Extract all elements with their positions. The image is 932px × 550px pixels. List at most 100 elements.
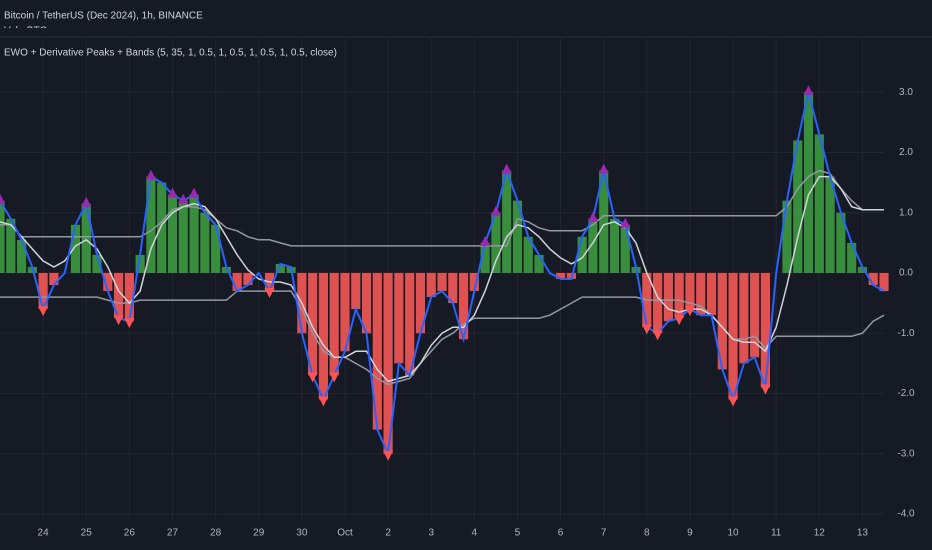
histogram-bar [609,218,620,273]
peak-marker-up [167,187,178,198]
histogram-bar [437,272,447,292]
peak-marker-down [760,384,771,395]
histogram-bar [157,182,167,273]
histogram-bar [426,272,436,298]
histogram-bar [146,176,156,273]
y-tick-label: -1.0 [897,328,915,339]
histogram-bar [38,272,48,310]
histogram-bar [663,272,673,322]
histogram-bar [308,272,318,376]
histogram-bar [124,272,134,322]
x-tick-label: 24 [38,528,50,539]
histogram-bar [803,92,814,273]
peak-marker-down [329,372,340,383]
histogram-bar [750,272,760,358]
histogram-bar [92,254,102,273]
peak-marker-down [38,306,49,317]
x-tick-label: 30 [296,528,308,539]
symbol-title: Bitcoin / TetherUS (Dec 2024), 1h, BINAN… [4,11,203,22]
histogram-bar [793,140,803,273]
peak-marker-up [480,235,491,246]
histogram-bar [739,272,749,364]
x-tick-label: 29 [253,528,265,539]
histogram-bar [243,272,253,286]
histogram-bar [588,218,598,273]
histogram-bar [329,272,339,376]
histogram-bar [685,272,695,310]
peak-marker-up [501,163,512,174]
histogram-bar [415,272,426,334]
histogram-bar [200,212,210,273]
histogram-bar [16,239,27,273]
peak-marker-up [490,205,501,216]
peak-marker-down [113,315,124,326]
y-tick-label: -4.0 [897,509,915,520]
histogram-bar [534,254,544,273]
pane-cover [0,28,932,37]
histogram-bar [728,272,738,400]
x-tick-label: 13 [857,528,869,539]
histogram-bar [383,272,393,454]
x-tick-label: Oct [337,528,353,539]
histogram-bar [361,272,372,334]
histogram-bar [814,134,824,273]
histogram-bar [135,254,145,273]
peak-marker-down [684,306,695,317]
peak-marker-up [189,187,200,198]
y-tick-label: 0.0 [899,268,913,279]
histogram-bar [448,272,458,304]
peak-marker-up [598,163,609,174]
histogram-bar [458,272,469,340]
x-tick-label: 8 [644,528,650,539]
band-line [0,290,885,386]
x-tick-label: 10 [728,528,740,539]
histogram-bar [189,194,199,273]
x-tick-label: 6 [558,528,564,539]
histogram-bar [512,200,523,273]
peak-marker-down [383,450,394,461]
histogram-bar [178,200,188,273]
histogram-bar [760,272,770,388]
histogram-bar [394,272,404,364]
histogram-bar [114,272,124,319]
histogram-bar [706,272,717,316]
histogram-bar [480,242,490,273]
histogram-bar [221,266,231,273]
histogram-bar [232,272,242,292]
x-tick-label: 27 [167,528,179,539]
histogram-bar [857,266,868,273]
peak-marker-down [307,372,318,383]
x-tick-label: 7 [601,528,607,539]
x-tick-label: 2 [385,528,391,539]
histogram-bar [351,272,361,310]
histogram-bar [879,272,889,292]
peak-marker-up [0,193,5,204]
band-line [0,169,884,247]
histogram-bar [6,218,16,273]
histogram-bar [211,224,221,273]
y-tick-label: -3.0 [897,448,915,459]
peak-marker-down [124,318,135,329]
x-tick-label: 5 [515,528,521,539]
y-tick-label: 1.0 [899,207,913,218]
histogram-bar [103,272,113,292]
y-tick-label: -2.0 [897,388,915,399]
histogram-bar [782,200,792,273]
histogram-bar [620,224,630,273]
histogram-bar [167,194,178,273]
indicator-title: EWO + Derivative Peaks + Bands (5, 35, 1… [4,48,337,59]
y-tick-label: 3.0 [899,87,913,98]
histogram-bar [577,236,587,273]
histogram-bar [523,236,533,273]
peak-marker-down [641,324,652,335]
y-tick-label: 2.0 [899,147,913,158]
histogram-bar [81,203,91,273]
histogram-bar [599,170,609,273]
histogram-bar [405,272,415,376]
x-tick-label: 12 [814,528,826,539]
peak-marker-up [178,193,189,204]
histogram-bar [372,272,382,430]
histogram-bar [70,224,81,273]
peak-marker-down [728,396,739,407]
